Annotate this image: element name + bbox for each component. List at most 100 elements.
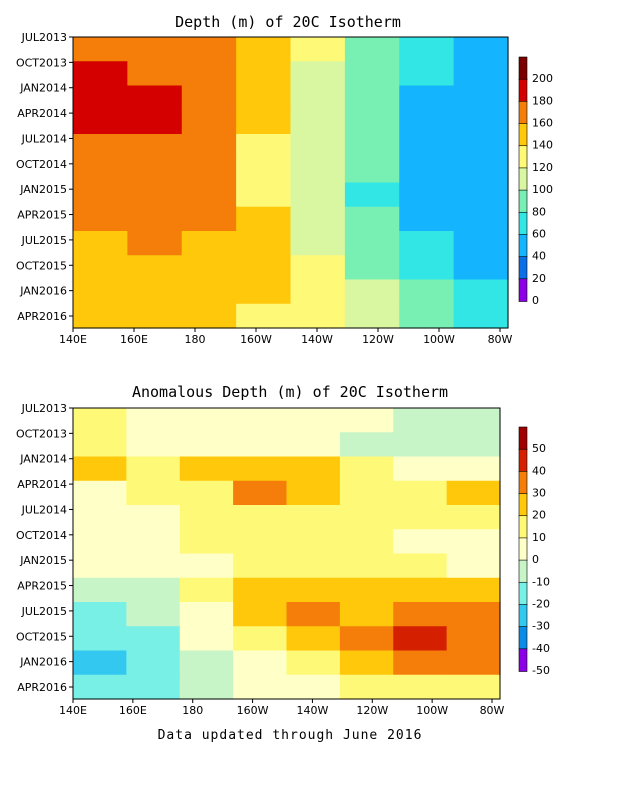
heatmap-cell [290, 61, 346, 87]
legend-label: -40 [532, 642, 550, 655]
legend-swatch [518, 256, 528, 280]
y-tick-label: OCT2013 [16, 427, 67, 440]
legend-label: -50 [532, 664, 550, 677]
heatmap-cell [179, 529, 234, 555]
heatmap-cell [127, 109, 183, 135]
legend-label: 120 [532, 161, 553, 174]
heatmap-cell [126, 577, 181, 603]
heatmap-cell [181, 255, 237, 281]
legend-label: 30 [532, 487, 546, 500]
legend-swatch [518, 167, 528, 191]
y-tick-label: JAN2016 [19, 656, 67, 669]
heatmap-cell [233, 674, 288, 700]
legend-label: 60 [532, 227, 546, 240]
heatmap-cell [127, 303, 183, 329]
legend-label: 100 [532, 183, 553, 196]
heatmap-cell [73, 553, 127, 579]
heatmap-cell [233, 626, 288, 652]
legend-swatch [518, 537, 528, 561]
heatmap-cell [73, 85, 128, 111]
legend-label: 50 [532, 442, 546, 455]
y-tick-label: JAN2014 [19, 453, 67, 466]
heatmap-cell [179, 602, 234, 627]
heatmap-cell [290, 303, 346, 329]
heatmap-cell [344, 158, 400, 184]
heatmap-cell [233, 505, 288, 530]
heatmap-cell [399, 85, 455, 111]
legend-label: 180 [532, 94, 553, 107]
heatmap-cell [181, 279, 237, 305]
heatmap-cell [73, 408, 127, 433]
legend-swatch [518, 648, 528, 672]
legend-swatch [518, 604, 528, 628]
y-tick-label: JAN2015 [19, 554, 67, 567]
heatmap-cell [339, 602, 394, 627]
legend-swatch [518, 559, 528, 584]
heatmap-cell [179, 650, 234, 676]
heatmap-cell [127, 279, 183, 305]
x-tick-label: 100W [423, 333, 455, 346]
heatmap-cell [399, 182, 455, 208]
heatmap-cell [393, 408, 448, 433]
chart1-title: Depth (m) of 20C Isotherm [175, 13, 401, 31]
heatmap-cell [286, 674, 341, 700]
heatmap-cell [290, 158, 346, 184]
x-tick-label: 160E [120, 333, 148, 346]
heatmap-cell [393, 456, 448, 482]
heatmap-cell [233, 408, 288, 433]
heatmap-cell [453, 231, 509, 256]
legend-swatch [518, 234, 528, 258]
x-tick-label: 80W [488, 333, 513, 346]
heatmap-cell [73, 158, 128, 184]
heatmap-cell [233, 456, 288, 482]
heatmap-cell [126, 674, 181, 700]
heatmap-cell [73, 61, 128, 87]
heatmap-cell [290, 37, 346, 62]
heatmap-cell [399, 134, 455, 159]
legend-label: 20 [532, 509, 546, 522]
heatmap-cell [393, 553, 448, 579]
y-tick-label: OCT2015 [16, 259, 67, 272]
heatmap-cell [286, 456, 341, 482]
heatmap-cell [393, 674, 448, 700]
heatmap-cell [344, 37, 400, 62]
y-tick-label: APR2016 [17, 310, 67, 323]
heatmap-cell [339, 480, 394, 506]
heatmap-cell [73, 456, 127, 482]
legend-label: -20 [532, 597, 550, 610]
heatmap-cell [453, 61, 509, 87]
heatmap-cell [339, 408, 394, 433]
heatmap-cell [286, 432, 341, 458]
y-tick-label: JUL2014 [21, 503, 67, 516]
heatmap-cell [344, 61, 400, 87]
legend-label: 40 [532, 250, 546, 263]
y-tick-label: APR2015 [17, 209, 67, 222]
heatmap-cell [126, 650, 181, 676]
heatmap-cell [393, 480, 448, 506]
heatmap-cell [399, 231, 455, 256]
legend-label: 80 [532, 205, 546, 218]
heatmap-cell [393, 432, 448, 458]
x-tick-label: 120W [362, 333, 394, 346]
y-tick-label: JUL2015 [21, 605, 67, 618]
heatmap-cell [399, 303, 455, 329]
heatmap-cell [126, 432, 181, 458]
heatmap-cell [344, 206, 400, 232]
heatmap-cell [179, 408, 234, 433]
heatmap-cell [127, 85, 183, 111]
heatmap-cell [290, 255, 346, 281]
heatmap-cell [344, 303, 400, 329]
heatmap-cell [73, 206, 128, 232]
legend-label: 40 [532, 464, 546, 477]
heatmap-cell [73, 255, 128, 281]
heatmap-cell [233, 529, 288, 555]
legend-swatch [518, 426, 528, 450]
legend-swatch [518, 581, 528, 606]
heatmap-cell [236, 61, 292, 87]
heatmap-cell [399, 279, 455, 305]
x-tick-label: 120W [356, 704, 388, 717]
heatmap-cell [339, 529, 394, 555]
heatmap-cell [344, 109, 400, 135]
heatmap-cell [393, 505, 448, 530]
